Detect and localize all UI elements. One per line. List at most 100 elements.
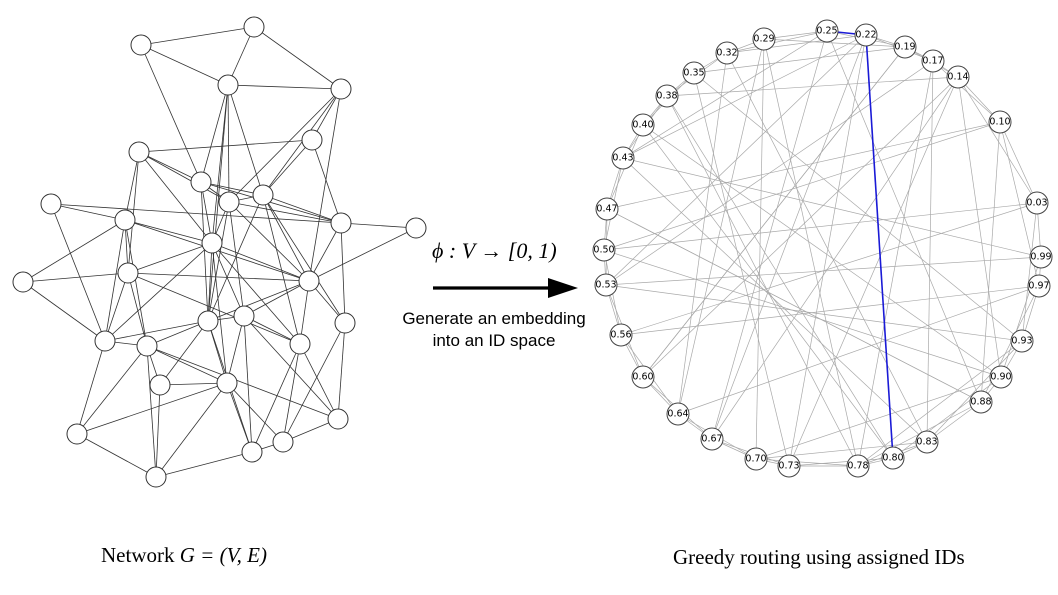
right-edge [1021, 202, 1038, 342]
left-caption-math: G = (V, E) [179, 543, 268, 567]
left-edge [146, 320, 209, 347]
right-node-label: 0.93 [1011, 336, 1032, 347]
left-edge [104, 219, 126, 342]
right-node-label: 0.14 [947, 72, 968, 83]
left-node [40, 193, 62, 215]
left-edge [340, 222, 417, 229]
left-edge [227, 26, 255, 86]
left-edge [228, 201, 245, 317]
right-node: 0.35 [682, 61, 706, 85]
right-edge [726, 34, 867, 54]
left-edge [76, 345, 148, 435]
right-node-label: 0.53 [595, 280, 616, 291]
right-caption-text: Greedy routing using assigned IDs [673, 545, 965, 569]
right-node: 0.80 [881, 446, 905, 470]
right-edge [605, 60, 934, 286]
left-edge [200, 181, 342, 224]
left-edge [146, 345, 228, 384]
right-node: 0.60 [631, 365, 655, 389]
right-node-circle [921, 49, 945, 73]
right-node: 0.19 [893, 35, 917, 59]
right-edge [932, 60, 1001, 123]
right-edge [666, 95, 859, 467]
left-edge [308, 88, 342, 282]
right-edge [857, 340, 1023, 467]
left-edge [262, 139, 313, 196]
right-node: 0.93 [1010, 329, 1034, 353]
left-edge [226, 315, 245, 384]
left-node [66, 423, 88, 445]
embedding-description-line2: into an ID space [432, 331, 556, 350]
left-edge [159, 320, 209, 386]
right-node-label: 0.38 [656, 91, 677, 102]
right-node: 0.73 [777, 454, 801, 478]
left-edge [282, 322, 346, 443]
left-node [216, 372, 238, 394]
left-edge [299, 280, 310, 345]
right-node-circle [592, 238, 616, 262]
right-node: 0.38 [655, 84, 679, 108]
left-edge [340, 222, 346, 324]
right-node: 0.40 [631, 113, 655, 137]
left-edge [211, 242, 228, 384]
right-edge [603, 249, 1002, 378]
left-caption: Network G = (V, E) [101, 543, 267, 568]
left-caption-text: Network [101, 543, 175, 567]
right-edge [788, 34, 867, 467]
right-node: 0.97 [1027, 274, 1051, 298]
right-node-circle [595, 197, 619, 221]
left-edge [207, 194, 264, 322]
left-node [94, 330, 116, 352]
right-edge [755, 376, 1002, 460]
left-edge [124, 219, 213, 244]
left-node [136, 335, 158, 357]
right-edge [622, 157, 928, 443]
formula-text: ϕ : V → [0, 1) [432, 238, 557, 263]
right-node-circle [854, 23, 878, 47]
left-edge [22, 281, 106, 342]
embedding-description: Generate an embedding into an ID space [394, 308, 594, 352]
right-node: 0.29 [752, 27, 776, 51]
right-node-label: 0.80 [882, 453, 903, 464]
right-edge [642, 124, 894, 459]
left-node [301, 129, 323, 151]
right-edge [677, 52, 728, 415]
right-edge [711, 34, 867, 440]
route-edge [865, 34, 894, 459]
right-node: 0.53 [594, 273, 618, 297]
right-node: 0.67 [700, 427, 724, 451]
right-edge [693, 46, 906, 74]
left-edge [207, 201, 230, 322]
right-edge [666, 95, 894, 459]
right-node-circle [752, 27, 776, 51]
right-edge [726, 52, 928, 443]
right-node-label: 0.70 [745, 454, 766, 465]
right-node-circle [988, 110, 1012, 134]
right-node-circle [969, 390, 993, 414]
right-node: 0.64 [666, 402, 690, 426]
right-node-label: 0.29 [753, 34, 774, 45]
right-node-circle [594, 273, 618, 297]
right-edge [605, 284, 1023, 342]
right-node-label: 0.99 [1030, 252, 1051, 263]
left-node [218, 191, 240, 213]
right-edge [620, 202, 1038, 336]
right-edge [980, 121, 1001, 403]
left-node [243, 16, 265, 38]
left-graph-edges [22, 26, 417, 478]
right-edge [957, 76, 1002, 378]
left-node [233, 305, 255, 327]
left-edge [299, 343, 339, 420]
left-edge [243, 315, 339, 420]
right-edge [620, 285, 1040, 336]
right-node-label: 0.10 [989, 117, 1010, 128]
right-node-circle [893, 35, 917, 59]
right-node: 0.43 [611, 146, 635, 170]
left-edge [207, 280, 310, 322]
left-edge [140, 26, 255, 46]
right-edge [763, 38, 906, 48]
left-edge [22, 219, 126, 283]
right-node-label: 0.90 [990, 372, 1011, 383]
right-node: 0.50 [592, 238, 616, 262]
